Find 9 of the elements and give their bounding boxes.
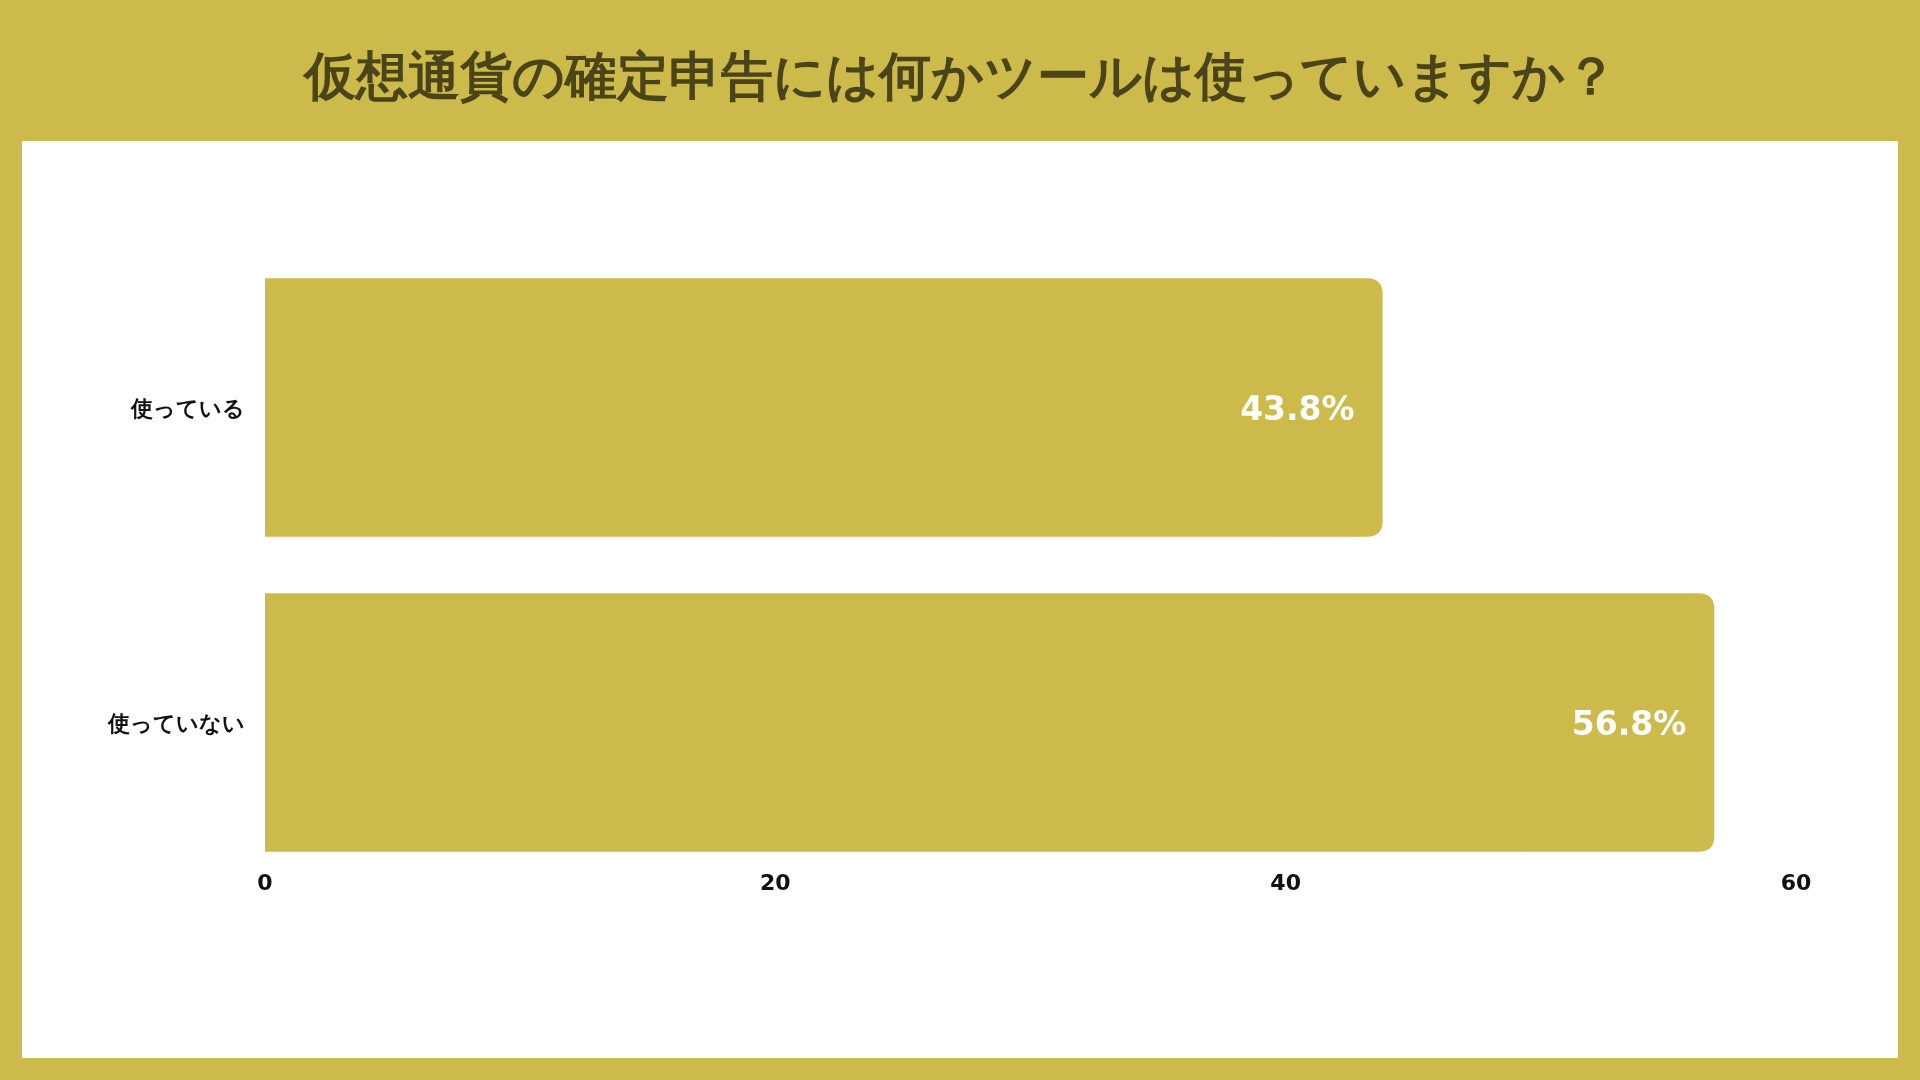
y-tick-label: 使っている <box>130 395 245 421</box>
x-tick-label: 60 <box>1780 870 1812 895</box>
x-tick-label: 20 <box>760 870 791 895</box>
chart-title: 仮想通貨の確定申告には何かツールは使っていますか？ <box>301 46 1617 106</box>
data-label: 56.8% <box>1571 703 1687 743</box>
x-tick-label: 40 <box>1270 870 1301 895</box>
y-tick-label: 使っていない <box>107 710 245 736</box>
data-label: 43.8% <box>1240 388 1355 428</box>
x-tick-label: 0 <box>257 870 273 895</box>
